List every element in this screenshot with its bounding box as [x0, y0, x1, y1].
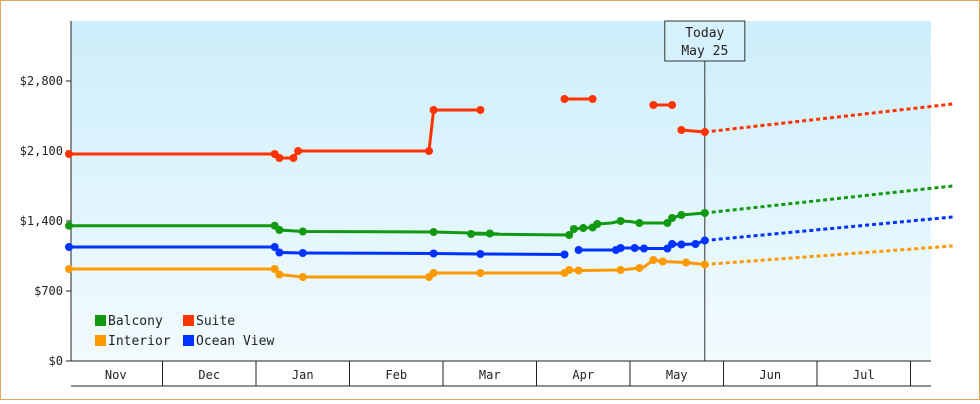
series-line — [67, 211, 707, 237]
data-point — [635, 264, 644, 272]
series-suite — [65, 95, 953, 162]
legend-label: Suite — [196, 314, 235, 329]
data-point — [700, 128, 709, 136]
data-point — [275, 154, 284, 162]
data-point — [275, 248, 284, 257]
month-label: Mar — [479, 368, 501, 382]
data-point — [429, 249, 438, 258]
data-point — [476, 269, 485, 277]
y-axis: $0 $700 $1,400 $2,100 $2,800 — [20, 21, 72, 368]
data-point — [476, 250, 485, 258]
legend: Balcony Suite Interior Ocean View — [95, 314, 274, 349]
data-point — [682, 258, 691, 267]
data-point — [65, 265, 73, 273]
data-point — [640, 244, 648, 253]
data-point — [616, 217, 625, 225]
data-point — [298, 273, 307, 281]
data-point — [65, 243, 73, 251]
month-label: Jul — [853, 368, 875, 382]
data-point — [289, 154, 298, 162]
data-point — [616, 266, 625, 274]
data-point — [476, 106, 485, 114]
data-point — [569, 225, 578, 233]
x-axis: Nov Dec Jan Feb Mar Apr May Jun Jul — [71, 360, 931, 387]
month-label: May — [666, 368, 688, 382]
data-point — [294, 147, 303, 155]
data-point — [630, 244, 639, 252]
data-point — [668, 240, 677, 248]
data-point — [588, 95, 597, 103]
data-point — [677, 126, 686, 134]
today-label: Today — [685, 26, 724, 41]
y-tick-label: $0 — [49, 354, 63, 368]
data-point — [668, 101, 677, 109]
month-label: Jun — [759, 368, 781, 382]
data-point — [275, 226, 284, 234]
data-point — [677, 211, 686, 219]
data-point — [649, 101, 658, 109]
data-point — [275, 270, 284, 279]
data-point — [429, 106, 438, 114]
data-point — [298, 227, 307, 236]
data-point — [579, 224, 588, 232]
legend-label: Balcony — [108, 314, 163, 329]
data-point — [677, 240, 686, 249]
legend-label: Ocean View — [196, 334, 274, 349]
data-point — [691, 240, 700, 248]
data-point — [574, 266, 583, 275]
legend-swatch — [183, 315, 194, 326]
month-label: Nov — [105, 368, 127, 382]
data-point — [565, 266, 574, 274]
data-point — [429, 269, 438, 277]
month-label: Feb — [385, 368, 407, 382]
data-point — [658, 257, 667, 266]
data-point — [663, 219, 672, 227]
legend-label: Interior — [108, 334, 171, 349]
data-point — [565, 231, 574, 239]
month-label: Apr — [572, 368, 594, 382]
plot-background — [71, 21, 931, 361]
data-point — [560, 95, 569, 103]
series-interior — [65, 244, 953, 281]
data-point — [560, 250, 569, 259]
data-point — [298, 249, 307, 257]
legend-swatch — [183, 335, 194, 346]
data-point — [616, 244, 625, 252]
y-tick-label: $2,100 — [20, 144, 63, 158]
data-point — [65, 150, 73, 158]
data-point — [270, 243, 279, 251]
series-balcony — [65, 184, 953, 239]
legend-swatch — [95, 335, 106, 346]
data-point — [700, 260, 709, 269]
data-point — [574, 246, 583, 254]
month-label: Dec — [198, 368, 220, 382]
data-point — [467, 230, 476, 238]
data-point — [270, 265, 279, 273]
data-point — [425, 147, 433, 155]
data-point — [429, 228, 438, 236]
data-point — [649, 256, 658, 264]
data-point — [668, 214, 677, 222]
y-tick-label: $2,800 — [20, 74, 63, 88]
today-date-label: May 25 — [681, 44, 728, 59]
series-ocean-view — [65, 215, 953, 259]
data-point — [485, 229, 494, 238]
data-point — [700, 236, 709, 245]
today-callout-box — [664, 20, 746, 62]
month-label: Jan — [292, 368, 314, 382]
data-point — [635, 219, 644, 227]
data-point — [65, 221, 73, 230]
y-tick-label: $700 — [34, 284, 63, 298]
y-tick-label: $1,400 — [20, 214, 63, 228]
legend-swatch — [95, 315, 106, 326]
data-point — [593, 220, 602, 228]
series-lines — [65, 95, 953, 281]
data-point — [700, 209, 709, 217]
